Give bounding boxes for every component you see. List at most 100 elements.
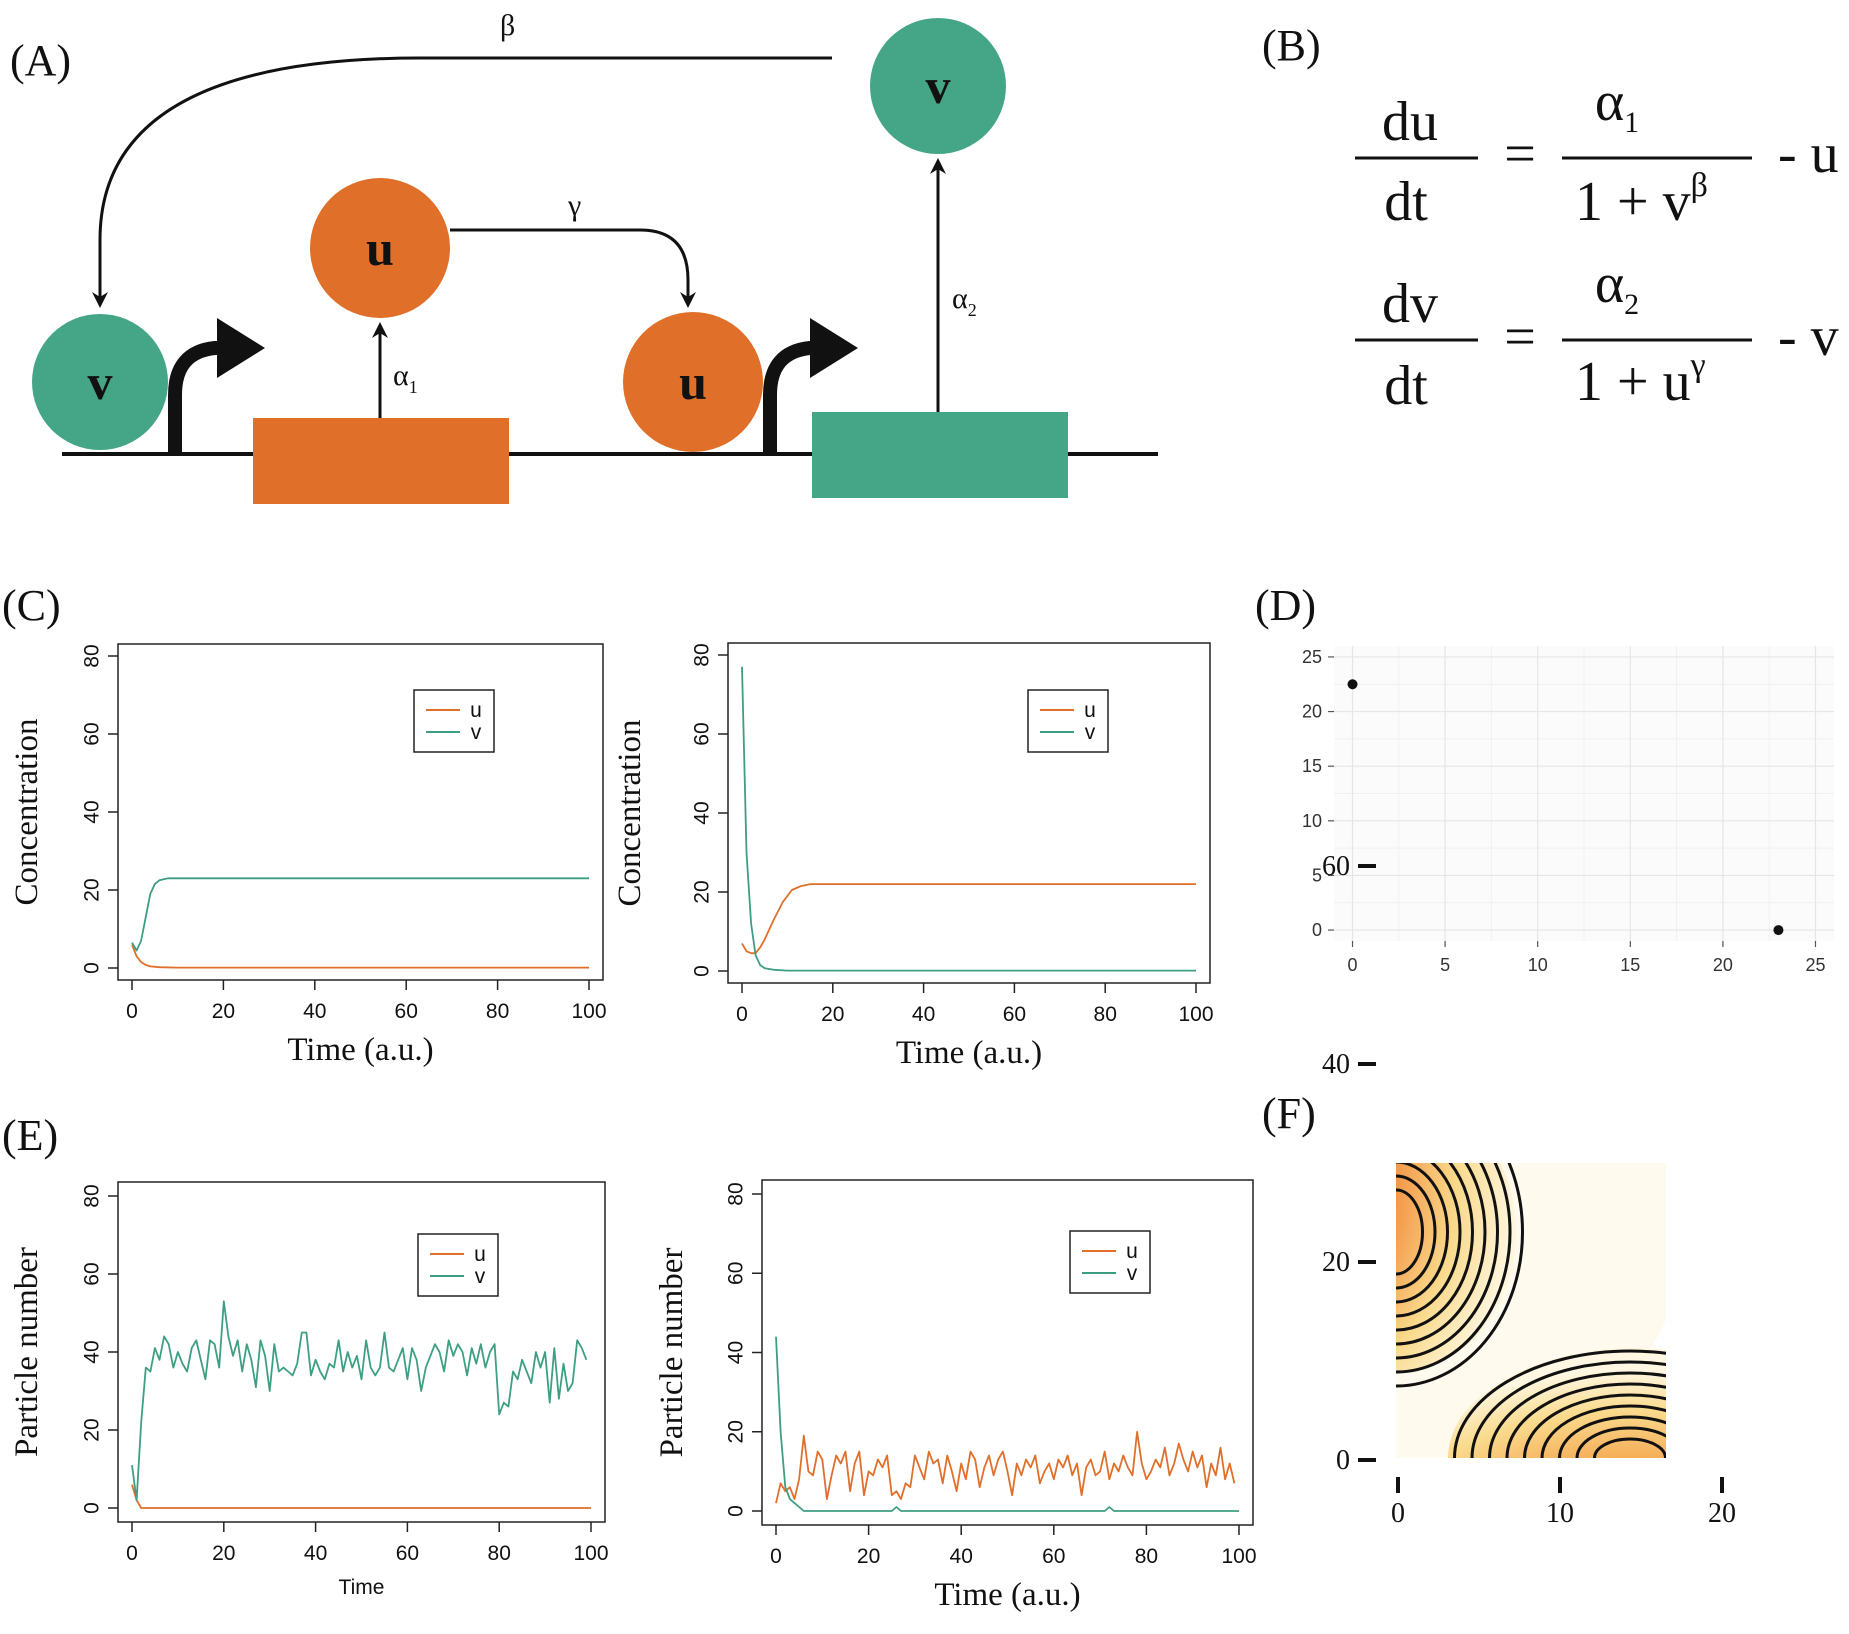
contour-line [1396, 1163, 1487, 1346]
panel-label-c: (C) [2, 581, 61, 630]
contour-line [1396, 1188, 1424, 1276]
contour-line [1396, 1163, 1474, 1332]
legend-box [417, 1233, 499, 1297]
promoter-1-arrow [168, 341, 222, 454]
alpha1-label: α1 [393, 359, 418, 397]
y-tick-label: 20 [81, 878, 104, 901]
legend-label-u: u [1126, 1240, 1138, 1263]
y-tick-label: 40 [691, 801, 714, 824]
y-tick-label: 20 [1302, 702, 1322, 722]
mode-1-contours [1396, 1163, 1524, 1388]
eq2-dv: dv [1382, 273, 1438, 335]
node-v-repressor [32, 314, 168, 450]
contour-line [1396, 1163, 1524, 1388]
chart-c-left: 0 20 40 60 80 100 0 20 40 60 80 Time (a.u.) Concentr… [9, 643, 607, 1068]
y-tick-label: 80 [81, 644, 104, 667]
contour-line [1540, 1404, 1666, 1458]
y-tick-label: 40 [725, 1341, 748, 1364]
legend-label-u: u [470, 699, 482, 722]
y-tick-label: 60 [691, 722, 714, 745]
eq2-minus-v: - v [1778, 306, 1839, 368]
series-line-u [775, 1430, 1236, 1504]
legend-label-u: u [1084, 699, 1096, 722]
y-tick-label: 60 [725, 1262, 748, 1285]
x-tick-label: 100 [1221, 1545, 1256, 1568]
gamma-label: γ [567, 189, 581, 222]
legend-label-v: v [1085, 721, 1096, 744]
beta-label: β [500, 9, 515, 42]
eq2-denominator: 1 + uγ [1575, 347, 1706, 413]
mode-2-contours [1453, 1349, 1666, 1458]
contour-line [1523, 1393, 1666, 1458]
alpha2-label: α2 [952, 282, 977, 320]
f-axis-ticks: 0 10 20 0 20 40 60 [1322, 851, 1736, 1529]
panel-label-e: (E) [2, 1111, 58, 1160]
x-tick-label: 20 [212, 1000, 235, 1023]
y-tick-label: 40 [81, 800, 104, 823]
x-tick-label: 0 [736, 1003, 748, 1026]
eq2-dt: dt [1384, 355, 1428, 417]
x-tick-label: 25 [1805, 955, 1825, 975]
eq1-minus-u: - u [1778, 123, 1839, 185]
contour-line [1593, 1437, 1666, 1458]
x-tick-label: 60 [396, 1542, 419, 1565]
x-tick-label: 100 [571, 1000, 606, 1023]
eq1-du: du [1382, 91, 1438, 153]
x-axis-label: Time (a.u.) [896, 1035, 1042, 1071]
panel-label-b: (B) [1262, 21, 1321, 70]
legend-label-v: v [475, 1265, 486, 1288]
x-tick-label: 20 [1708, 1498, 1736, 1529]
node-u-repressor [623, 312, 763, 452]
series-line-v [741, 666, 1196, 972]
contour-line [1470, 1360, 1666, 1458]
x-tick-label: 20 [1713, 955, 1733, 975]
x-tick-label: 40 [303, 1000, 326, 1023]
x-tick-label: 10 [1546, 1498, 1574, 1529]
x-tick-label: 80 [488, 1542, 511, 1565]
x-tick-label: 60 [1003, 1003, 1026, 1026]
x-tick-label: 100 [573, 1542, 608, 1565]
x-tick-label: 20 [857, 1545, 880, 1568]
y-tick-label: 25 [1302, 647, 1322, 667]
eq2-alpha2: α2 [1595, 253, 1639, 321]
contour-line [1558, 1415, 1666, 1458]
gene-u-box [253, 418, 509, 504]
y-tick-label: 60 [81, 722, 104, 745]
y-tick-label: 0 [81, 1502, 104, 1514]
x-tick-label: 5 [1440, 955, 1450, 975]
eq1-denominator: 1 + vβ [1575, 167, 1708, 233]
x-tick-label: 80 [486, 1000, 509, 1023]
panel-a: (A) v u u v β γ α1 α2 [10, 9, 1158, 504]
y-axis-label: Concentration [9, 719, 45, 906]
series-line-v [775, 1336, 1239, 1512]
scatter-point [1347, 679, 1358, 690]
y-tick-label: 10 [1302, 811, 1322, 831]
legend-box [1027, 689, 1109, 753]
scatter-point [1773, 925, 1784, 936]
panel-b: (B) du dt = α1 1 + vβ - u dv dt = α2 1 +… [1262, 21, 1839, 417]
chart-e-right: 0 20 40 60 80 100 0 20 40 60 80 Time (a.u.) Particle… [654, 1179, 1257, 1613]
legend-label-u: u [474, 1243, 486, 1266]
plot-frame [727, 642, 1211, 984]
y-tick-label: 20 [691, 880, 714, 903]
contour-line [1396, 1163, 1462, 1318]
y-tick-label: 0 [725, 1505, 748, 1517]
heatmap-area [1396, 1163, 1666, 1458]
node-u-product-label: u [366, 220, 394, 276]
node-u-repressor-label: u [679, 354, 707, 410]
contour-line [1488, 1371, 1666, 1458]
y-tick-label: 20 [81, 1418, 104, 1441]
contour-line [1453, 1349, 1666, 1458]
x-tick-label: 100 [1178, 1003, 1213, 1026]
y-tick-label: 0 [691, 965, 714, 977]
y-tick-label: 80 [691, 643, 714, 666]
series-line-v [131, 1300, 588, 1502]
contour-line [1396, 1174, 1437, 1290]
y-tick-label: 0 [81, 962, 104, 974]
y-tick-label: 80 [81, 1184, 104, 1207]
x-tick-label: 40 [304, 1542, 327, 1565]
contour-line [1575, 1426, 1666, 1458]
x-tick-label: 20 [821, 1003, 844, 1026]
eq1-equals: = [1504, 123, 1536, 185]
